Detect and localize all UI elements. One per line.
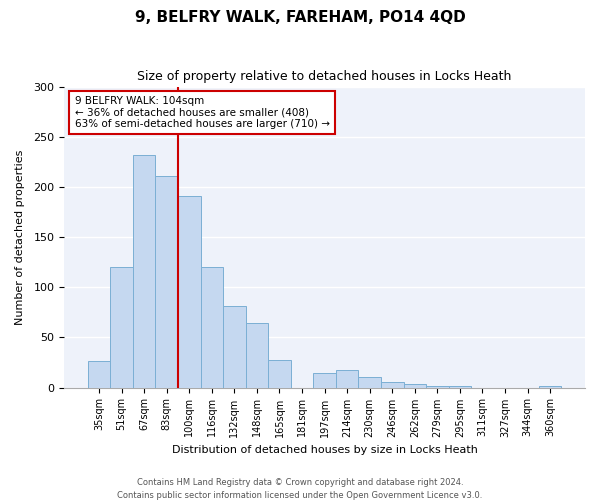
Bar	[449, 386, 471, 388]
X-axis label: Distribution of detached houses by size in Locks Heath: Distribution of detached houses by size …	[172, 445, 478, 455]
Bar	[178, 196, 200, 388]
Text: 9, BELFRY WALK, FAREHAM, PO14 4QD: 9, BELFRY WALK, FAREHAM, PO14 4QD	[134, 10, 466, 25]
Bar	[223, 306, 245, 388]
Bar	[88, 360, 110, 388]
Bar	[313, 372, 336, 388]
Y-axis label: Number of detached properties: Number of detached properties	[15, 150, 25, 325]
Bar	[539, 386, 562, 388]
Bar	[200, 268, 223, 388]
Bar	[133, 155, 155, 388]
Bar	[155, 176, 178, 388]
Bar	[358, 376, 381, 388]
Text: 9 BELFRY WALK: 104sqm
← 36% of detached houses are smaller (408)
63% of semi-det: 9 BELFRY WALK: 104sqm ← 36% of detached …	[74, 96, 329, 129]
Bar	[245, 324, 268, 388]
Bar	[426, 386, 449, 388]
Bar	[110, 268, 133, 388]
Bar	[336, 370, 358, 388]
Bar	[268, 360, 291, 388]
Title: Size of property relative to detached houses in Locks Heath: Size of property relative to detached ho…	[137, 70, 512, 83]
Text: Contains HM Land Registry data © Crown copyright and database right 2024.
Contai: Contains HM Land Registry data © Crown c…	[118, 478, 482, 500]
Bar	[381, 382, 404, 388]
Bar	[404, 384, 426, 388]
